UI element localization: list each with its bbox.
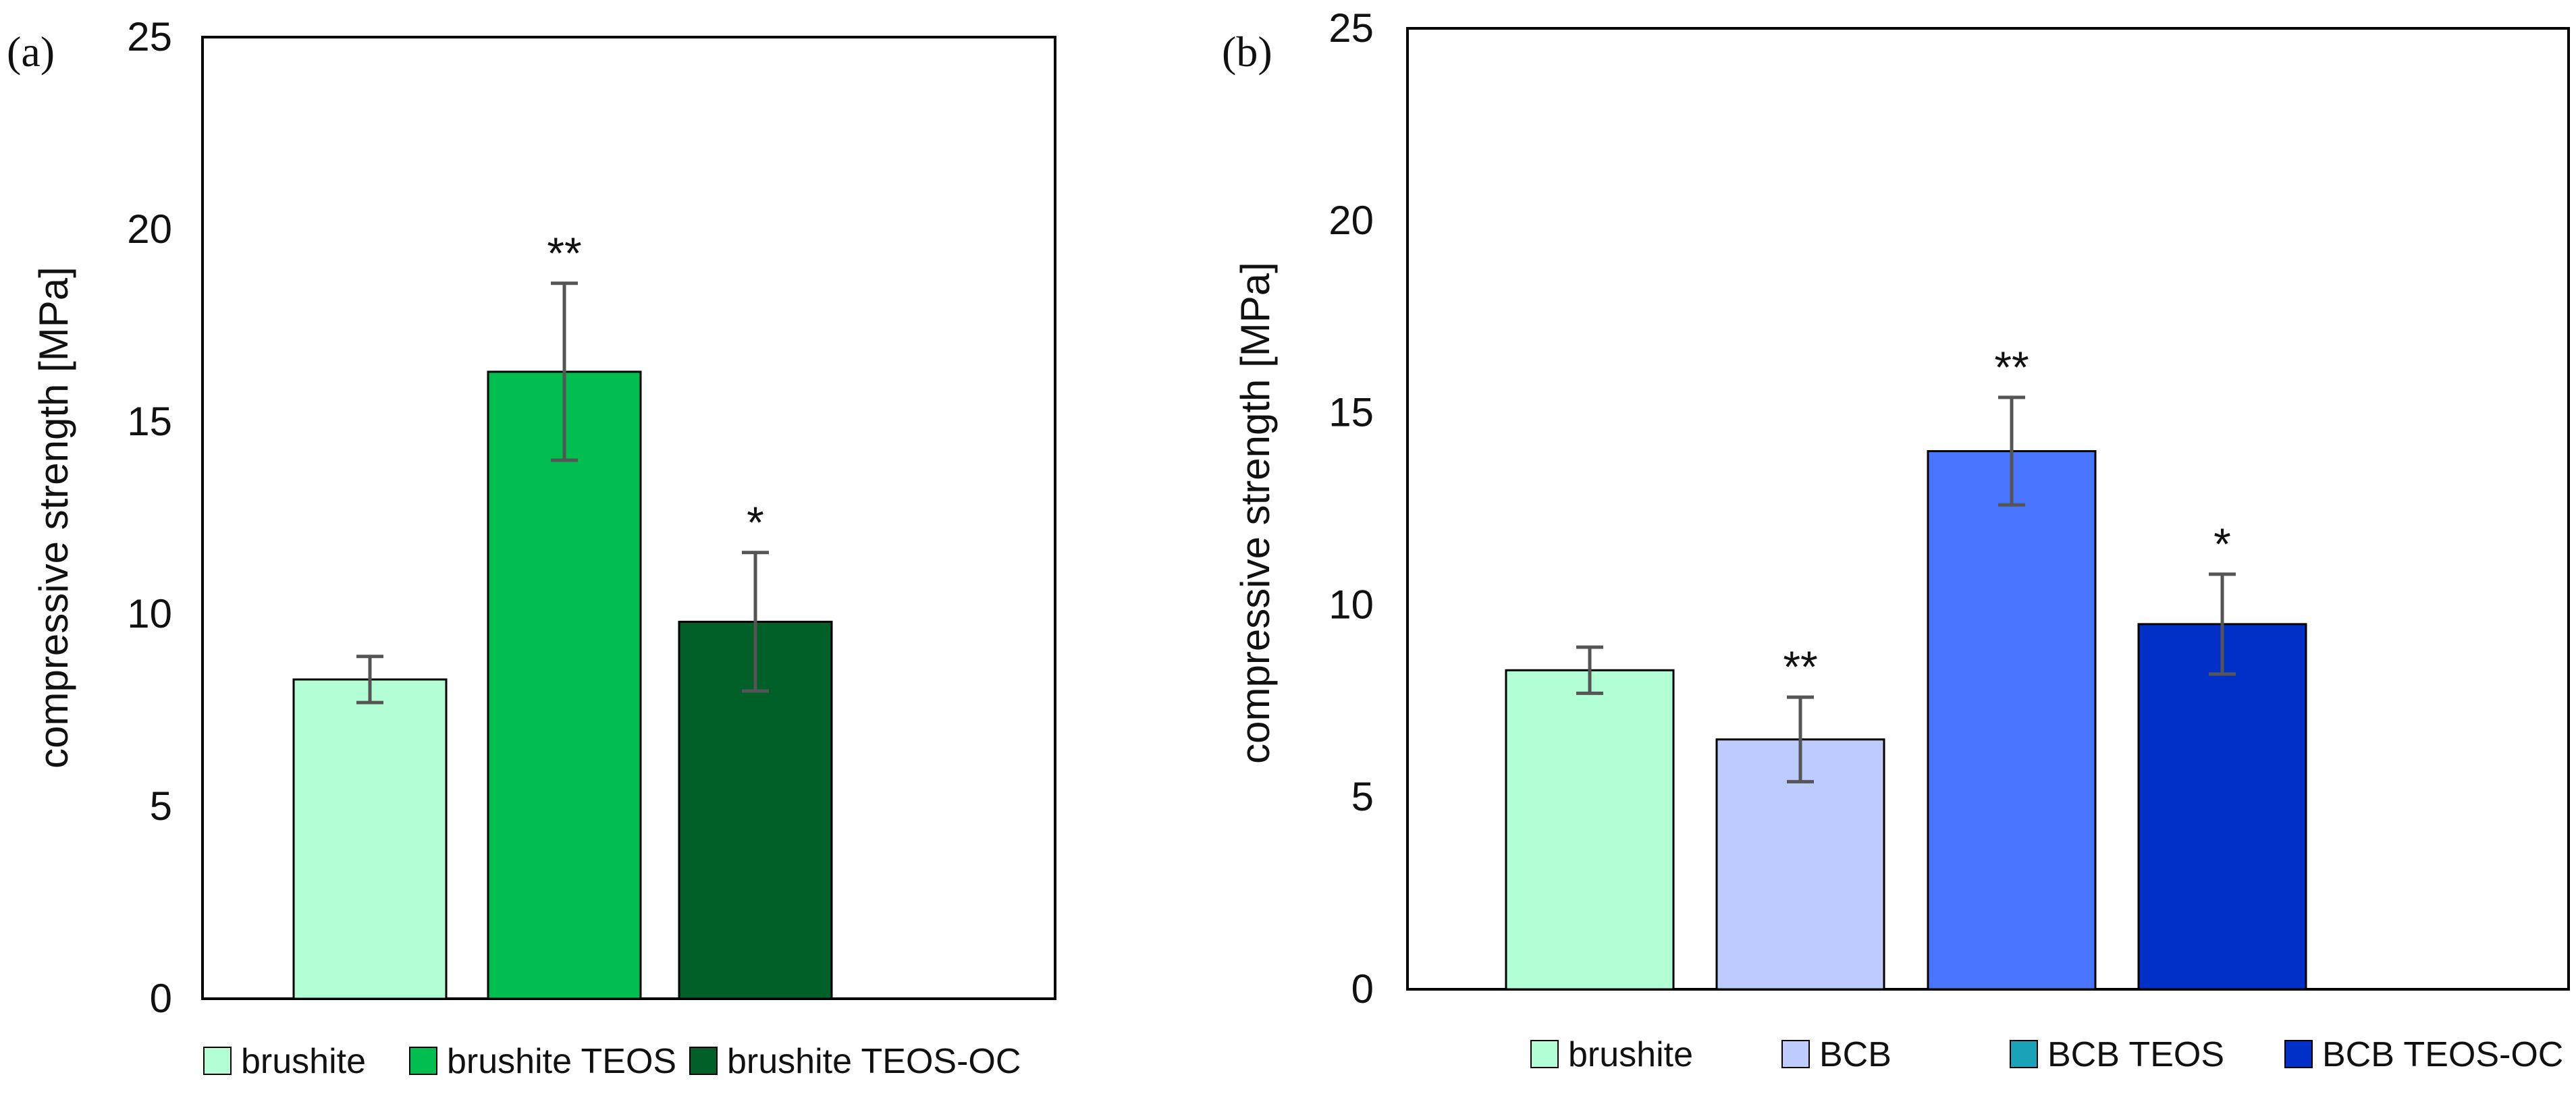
panel-a: (a) 0 5 10 15 20 25 compressive strength [MPa] *… <box>7 14 1056 1081</box>
bar <box>292 678 448 1000</box>
y-tick-label: 15 <box>1329 390 1374 435</box>
legend-swatch <box>1530 1040 1559 1068</box>
y-tick-label: 0 <box>1351 966 1374 1012</box>
y-tick-label: 25 <box>127 14 172 59</box>
error-bar <box>551 281 578 462</box>
bar <box>1505 669 1675 991</box>
panel-b: (b) 0 5 10 15 20 25 compressive strength [MPa] *… <box>1222 5 2570 1074</box>
bar <box>487 370 642 1000</box>
y-tick-label: 5 <box>150 783 172 829</box>
error-bar <box>1787 695 1814 783</box>
legend-swatch <box>409 1047 437 1075</box>
legend-label: brushite <box>1568 1035 1693 1074</box>
y-tick-label: 0 <box>150 976 172 1021</box>
error-bar <box>742 551 769 693</box>
bar <box>2137 623 2307 991</box>
legend-swatch <box>2010 1040 2038 1068</box>
error-bar <box>1998 395 2025 507</box>
y-tick-label: 10 <box>127 591 172 636</box>
panel-label: (a) <box>7 28 55 76</box>
legend: brushite brushite TEOS brushite TEOS-OC <box>203 1042 1021 1081</box>
legend-swatch <box>2284 1040 2313 1068</box>
error-bar <box>1576 645 1603 695</box>
significance-mark: * <box>2213 519 2231 569</box>
error-bar <box>356 655 383 705</box>
legend-label: brushite TEOS-OC <box>727 1042 1021 1081</box>
legend-label: BCB TEOS-OC <box>2322 1035 2563 1074</box>
legend-swatch <box>1781 1040 1810 1068</box>
y-tick-label: 20 <box>127 206 172 252</box>
y-tick-label: 5 <box>1351 774 1374 819</box>
legend-swatch <box>689 1047 718 1075</box>
significance-mark: ** <box>1783 642 1817 692</box>
panel-label: (b) <box>1222 28 1272 76</box>
y-tick-label: 15 <box>127 399 172 444</box>
error-bar <box>2209 572 2236 676</box>
legend-label: BCB <box>1819 1035 1891 1074</box>
y-tick-label: 10 <box>1329 582 1374 627</box>
y-tick-label: 20 <box>1329 198 1374 243</box>
significance-mark: ** <box>1994 342 2029 392</box>
bar <box>1927 450 2097 991</box>
legend-label: brushite TEOS <box>447 1042 676 1081</box>
y-axis-label: compressive strength [MPa] <box>31 267 76 769</box>
significance-mark: ** <box>547 228 581 278</box>
legend-swatch <box>203 1047 232 1075</box>
legend-label: BCB TEOS <box>2047 1035 2224 1074</box>
legend-label: brushite <box>241 1042 366 1081</box>
y-axis-label: compressive strength [MPa] <box>1233 262 1278 764</box>
y-tick-label: 25 <box>1329 5 1374 51</box>
significance-mark: * <box>747 497 764 547</box>
legend: brushite BCB BCB TEOS BCB TEOS-OC <box>1530 1035 2563 1074</box>
